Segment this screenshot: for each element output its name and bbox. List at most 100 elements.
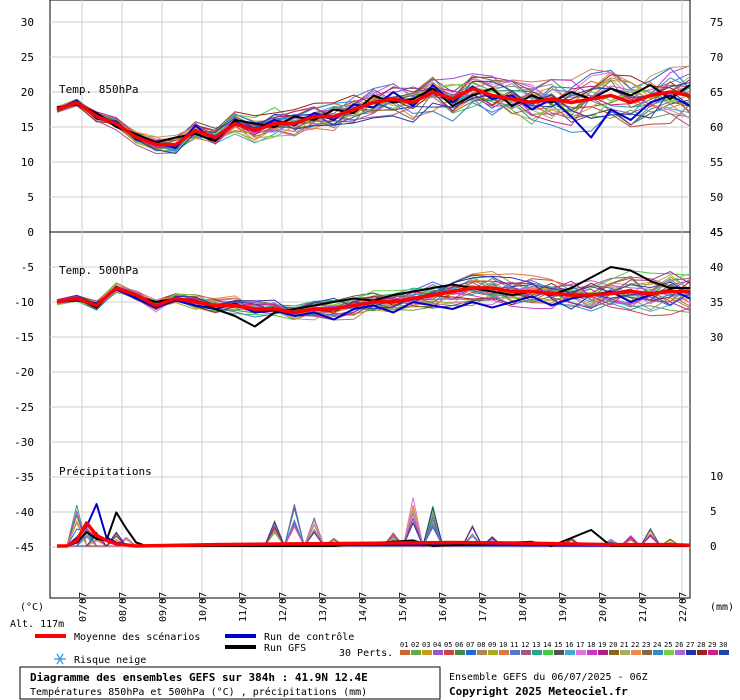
member-color-swatch [587,650,597,655]
y2-tick-label: 75 [710,16,723,29]
member-color-swatch [466,650,476,655]
snowflake-icon [54,653,66,665]
y-tick-label: -25 [14,401,34,414]
footer-title: Diagramme des ensembles GEFS sur 384h : … [30,671,368,684]
legend-mean-label: Moyenne des scénarios [74,631,200,643]
member-number: 10 [499,641,507,649]
member-25-precip [57,509,690,547]
member-color-swatch [444,650,454,655]
member-number: 25 [664,641,672,649]
legend-snow-label: Risque neige [74,655,146,666]
member-color-swatch [664,650,674,655]
member-17-precip [57,497,690,547]
member-27-t850 [56,90,691,155]
member-color-swatch [576,650,586,655]
member-24-precip [57,506,690,547]
right-axis-unit: (mm) [710,602,734,613]
member-number: 16 [565,641,573,649]
y2-tick-label: 70 [710,51,723,64]
member-number: 04 [433,641,441,649]
member-color-swatch [543,650,553,655]
y-tick-label: 0 [27,226,34,239]
legend-gfs-label: Run GFS [264,643,306,654]
y2-tick-label: 60 [710,121,723,134]
member-number: 01 [400,641,408,649]
member-color-swatch [598,650,608,655]
member-color-swatch [719,650,729,655]
member-12-precip [57,504,690,548]
member-color-swatch [675,650,685,655]
member-color-swatch [653,650,663,655]
control-line-precip [57,503,691,547]
member-19-precip [57,510,690,548]
member-21-precip [57,508,690,548]
y-tick-label: -40 [14,506,34,519]
member-number: 19 [598,641,606,649]
y2-tick-label: 55 [710,156,723,169]
member-color-swatch [565,650,575,655]
member-color-swatch [422,650,432,655]
x-tick-label: 08/07 [118,592,129,622]
mean-line-t500 [56,286,690,315]
x-tick-label: 22/07 [678,592,689,622]
member-number: 29 [708,641,716,649]
member-color-swatch [642,650,652,655]
y-tick-label: 10 [21,156,34,169]
mean-line-precip [57,521,691,548]
member-03-precip [57,507,690,547]
x-tick-label: 15/07 [398,592,409,622]
x-tick-label: 07/07 [78,592,89,622]
member-color-swatch [488,650,498,655]
x-tick-label: 09/07 [158,592,169,622]
member-number: 22 [631,641,639,649]
x-tick-label: 11/07 [238,592,249,622]
member-number: 27 [686,641,694,649]
axis-ticks-layer: 05101520253045505560657075-5-10-15-20-25… [14,16,723,622]
gfs-line-precip [57,511,690,547]
x-tick-label: 19/07 [558,592,569,622]
member-color-swatch [477,650,487,655]
y-tick-label: -30 [14,436,34,449]
x-tick-label: 12/07 [278,592,289,622]
member-number: 15 [554,641,562,649]
member-number: 09 [488,641,496,649]
footer-box [19,666,441,700]
member-number: 11 [510,641,518,649]
y2-tick-label: 30 [710,331,723,344]
member-number: 30 [719,641,727,649]
member-color-swatch [554,650,564,655]
y-tick-label: -5 [21,261,34,274]
y2-tick-label: 45 [710,226,723,239]
member-color-swatch [521,650,531,655]
y-tick-label: 25 [21,51,34,64]
mean-line-t850 [56,86,691,147]
member-number: 12 [521,641,529,649]
member-number: 06 [455,641,463,649]
member-22-precip [57,504,690,548]
member-number: 17 [576,641,584,649]
y-tick-label: 30 [21,16,34,29]
y-tick-label: 20 [21,86,34,99]
footer-subtitle: Températures 850hPa et 500hPa (°C) , pré… [30,686,367,698]
member-number: 23 [642,641,650,649]
y2-tick-label: 10 [710,470,723,483]
member-number: 08 [477,641,485,649]
y-tick-label: -35 [14,471,34,484]
member-18-precip [57,509,690,547]
y2-tick-label: 45 [710,226,723,239]
panel-lower-frame [49,231,691,599]
member-number: 02 [411,641,419,649]
member-color-swatch [697,650,707,655]
member-color-swatch [411,650,421,655]
member-number: 28 [697,641,705,649]
y2-tick-label: 0 [710,540,717,553]
member-color-swatch [686,650,696,655]
member-color-swatch [499,650,509,655]
main-runs-layer [56,84,691,548]
member-legend: 01 02 03 04 05 06 07 08 09 10 11 12 13 14 15 16 17 18 19 20… [400,641,729,655]
member-color-swatch [620,650,630,655]
member-21-t850 [56,65,691,143]
legend-perts-label: 30 Perts. [339,648,393,659]
member-color-swatch [400,650,410,655]
